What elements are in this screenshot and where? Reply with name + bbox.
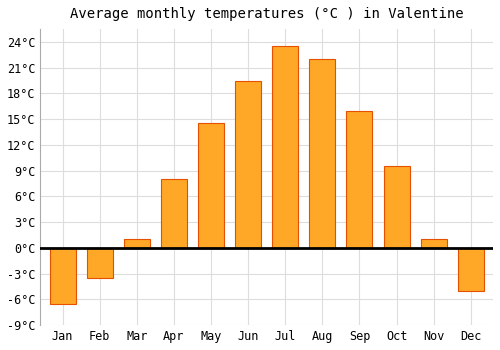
Bar xyxy=(384,166,409,248)
Bar xyxy=(235,80,261,248)
Bar xyxy=(458,248,484,291)
Bar xyxy=(50,248,76,304)
Bar xyxy=(198,124,224,248)
Bar xyxy=(272,46,298,248)
Title: Average monthly temperatures (°C ) in Valentine: Average monthly temperatures (°C ) in Va… xyxy=(70,7,464,21)
Bar xyxy=(310,59,336,248)
Bar xyxy=(124,239,150,248)
Bar xyxy=(346,111,372,248)
Bar xyxy=(420,239,446,248)
Bar xyxy=(161,179,187,248)
Bar xyxy=(86,248,113,278)
